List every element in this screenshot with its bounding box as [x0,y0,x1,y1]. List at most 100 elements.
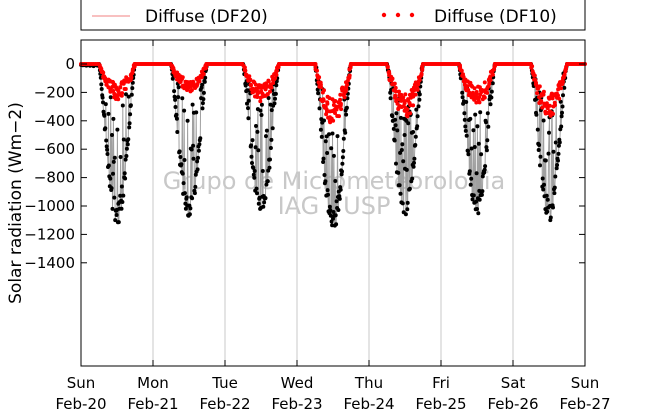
global-point [561,93,565,98]
global-point [249,143,254,148]
diffuse-point [258,99,263,104]
global-point [404,167,409,172]
diffuse-point [268,89,272,94]
global-point [327,132,331,137]
global-point [466,148,470,153]
global-point [323,179,328,184]
diffuse-point [385,65,390,70]
global-point [180,171,185,176]
global-point [344,112,349,117]
global-point [406,121,411,126]
global-point [466,152,471,157]
global-point [253,145,258,150]
y-tick-label: −600 [34,140,75,158]
global-point [268,157,272,162]
global-point [268,146,273,150]
global-point [541,187,546,192]
diffuse-point [249,83,253,88]
global-point [394,161,398,166]
global-point [325,188,330,193]
legend-dot-df10-a [381,12,387,18]
x-tick-label-day: Wed [281,374,314,392]
global-point [483,164,488,169]
global-point [177,149,182,154]
x-tick-label-date: Feb-21 [127,395,178,409]
global-point [173,97,178,102]
global-point [464,133,469,138]
global-point [400,142,405,147]
diffuse-point [274,72,279,77]
global-point [176,95,181,100]
diffuse-point [253,82,258,87]
global-point [179,162,184,167]
global-point [120,200,125,204]
global-point [543,158,548,163]
global-point [173,105,178,109]
global-point [99,82,104,87]
global-point [128,112,133,117]
global-point [337,196,342,201]
diffuse-point [405,111,410,116]
global-point [323,139,328,144]
global-point [104,144,109,149]
global-point [102,113,107,118]
global-point [344,105,349,110]
global-point [260,169,265,173]
diffuse-point [559,86,563,91]
legend-box [80,0,586,31]
global-point [321,160,326,164]
global-point [475,207,479,211]
diffuse-point [472,86,477,91]
global-point [405,207,410,212]
global-point [266,96,271,100]
x-tick-label-date: Feb-25 [415,395,466,409]
global-point [112,195,117,200]
global-point [255,129,260,134]
global-point [315,87,320,92]
diffuse-point [248,77,253,82]
diffuse-point [393,85,398,90]
global-point [537,143,542,147]
diffuse-point [413,92,418,97]
global-point [559,114,564,119]
global-point [325,151,330,155]
x-tick-label-day: Sat [501,374,526,392]
x-tick-label-day: Mon [137,374,169,392]
global-point [243,83,248,88]
diffuse-point [275,68,279,73]
diffuse-point [553,103,557,108]
diffuse-point [338,97,343,102]
global-point [190,196,195,201]
global-point [196,148,201,153]
global-point [246,106,250,111]
global-point [191,156,196,161]
global-point [194,110,199,115]
global-point [393,117,398,122]
global-point [471,193,476,198]
diffuse-point [201,71,206,76]
global-point [398,191,403,196]
global-point [413,134,418,139]
global-point [401,159,406,164]
global-point [255,191,259,196]
global-point [480,189,485,194]
diffuse-point [325,100,330,105]
diffuse-point [556,93,560,98]
diffuse-point [547,103,552,108]
global-point [124,92,128,97]
diffuse-point [539,99,544,104]
global-point [187,212,192,217]
global-point [396,170,401,175]
x-tick-label-date: Feb-22 [199,395,250,409]
global-point [319,134,324,139]
global-point [254,186,259,191]
y-tick-label: −1200 [24,225,75,243]
global-point [552,185,557,190]
global-point [560,104,565,109]
global-point [321,156,326,161]
diffuse-point [550,96,555,101]
global-point [393,123,398,128]
global-point [269,137,274,142]
global-point [463,124,468,129]
diffuse-point [269,85,274,90]
